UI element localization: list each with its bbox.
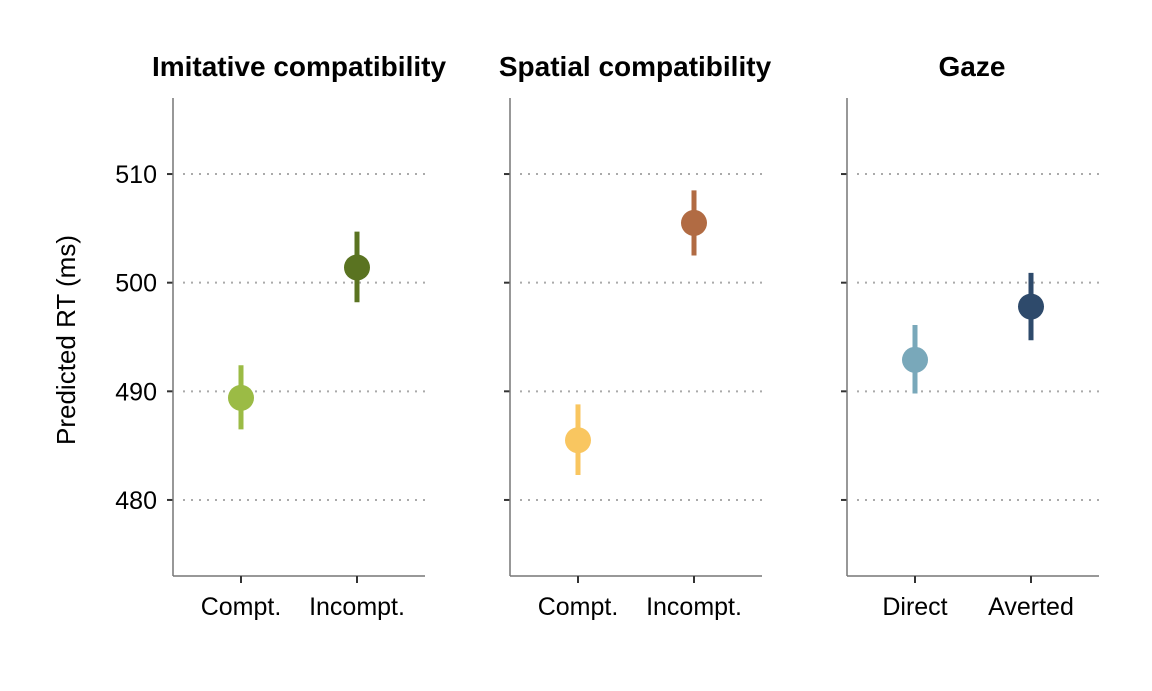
panel-title: Imitative compatibility [152,51,446,82]
grid-layer [183,173,1099,501]
data-point [681,209,707,236]
data-point [565,427,591,454]
x-tick-label: Direct [882,593,947,621]
y-tick-label: 480 [115,487,157,515]
text-layer: Predicted RT (ms) Imitative compatibility… [51,51,1074,621]
y-tick-label: 510 [115,161,157,189]
axis-layer [167,98,1099,583]
x-tick-label: Incompt. [646,593,742,621]
x-tick-label: Incompt. [309,593,405,621]
panel-title: Spatial compatibility [499,51,772,82]
x-tick-label: Averted [988,593,1074,621]
x-tick-label: Compt. [538,593,619,621]
y-tick-label: 500 [115,270,157,298]
data-point [344,254,370,281]
data-point [1018,293,1044,320]
data-point [902,346,928,373]
y-axis-title: Predicted RT (ms) [51,235,81,445]
y-tick-label: 490 [115,378,157,406]
data-point [228,384,254,411]
panel-title: Gaze [939,51,1006,82]
x-tick-label: Compt. [201,593,282,621]
mark-layer [228,190,1044,475]
